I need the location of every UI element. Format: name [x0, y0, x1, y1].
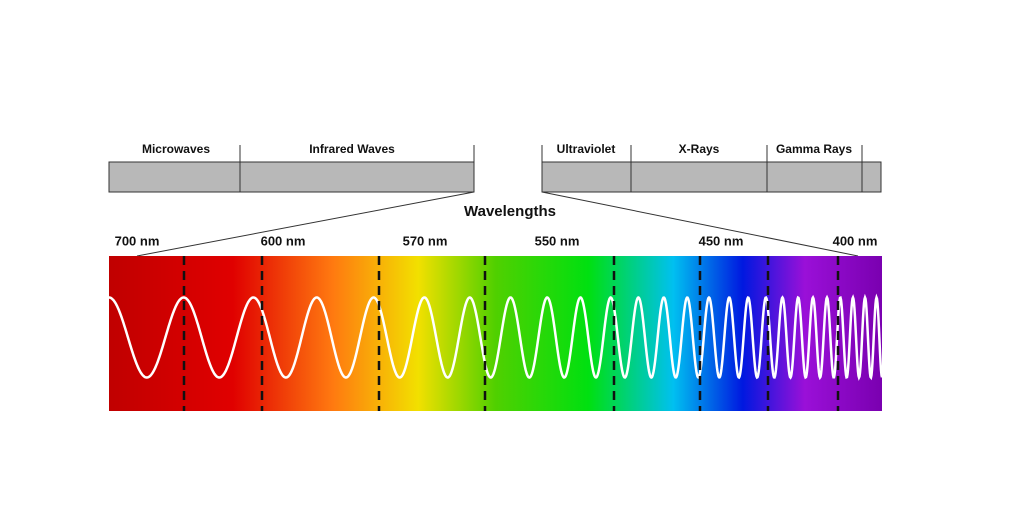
wavelength-label: 570 nm	[403, 233, 448, 248]
band-label: Infrared Waves	[309, 142, 395, 156]
wavelength-label: 600 nm	[261, 233, 306, 248]
band-label: Microwaves	[142, 142, 210, 156]
band-label: X-Rays	[679, 142, 720, 156]
spectrum	[109, 256, 882, 411]
zoom-line	[136, 191, 475, 257]
band-label: Ultraviolet	[557, 142, 616, 156]
wavelength-label: 400 nm	[833, 233, 878, 248]
band-label: Gamma Rays	[776, 142, 852, 156]
zoom-line	[541, 191, 859, 257]
wavelength-label: 450 nm	[699, 233, 744, 248]
wave	[109, 293, 884, 381]
title: Wavelengths	[464, 203, 556, 220]
band-bar	[541, 161, 882, 193]
band-bar	[108, 161, 475, 193]
wavelength-label: 700 nm	[115, 233, 160, 248]
wavelength-label: 550 nm	[535, 233, 580, 248]
dividers	[182, 256, 840, 411]
